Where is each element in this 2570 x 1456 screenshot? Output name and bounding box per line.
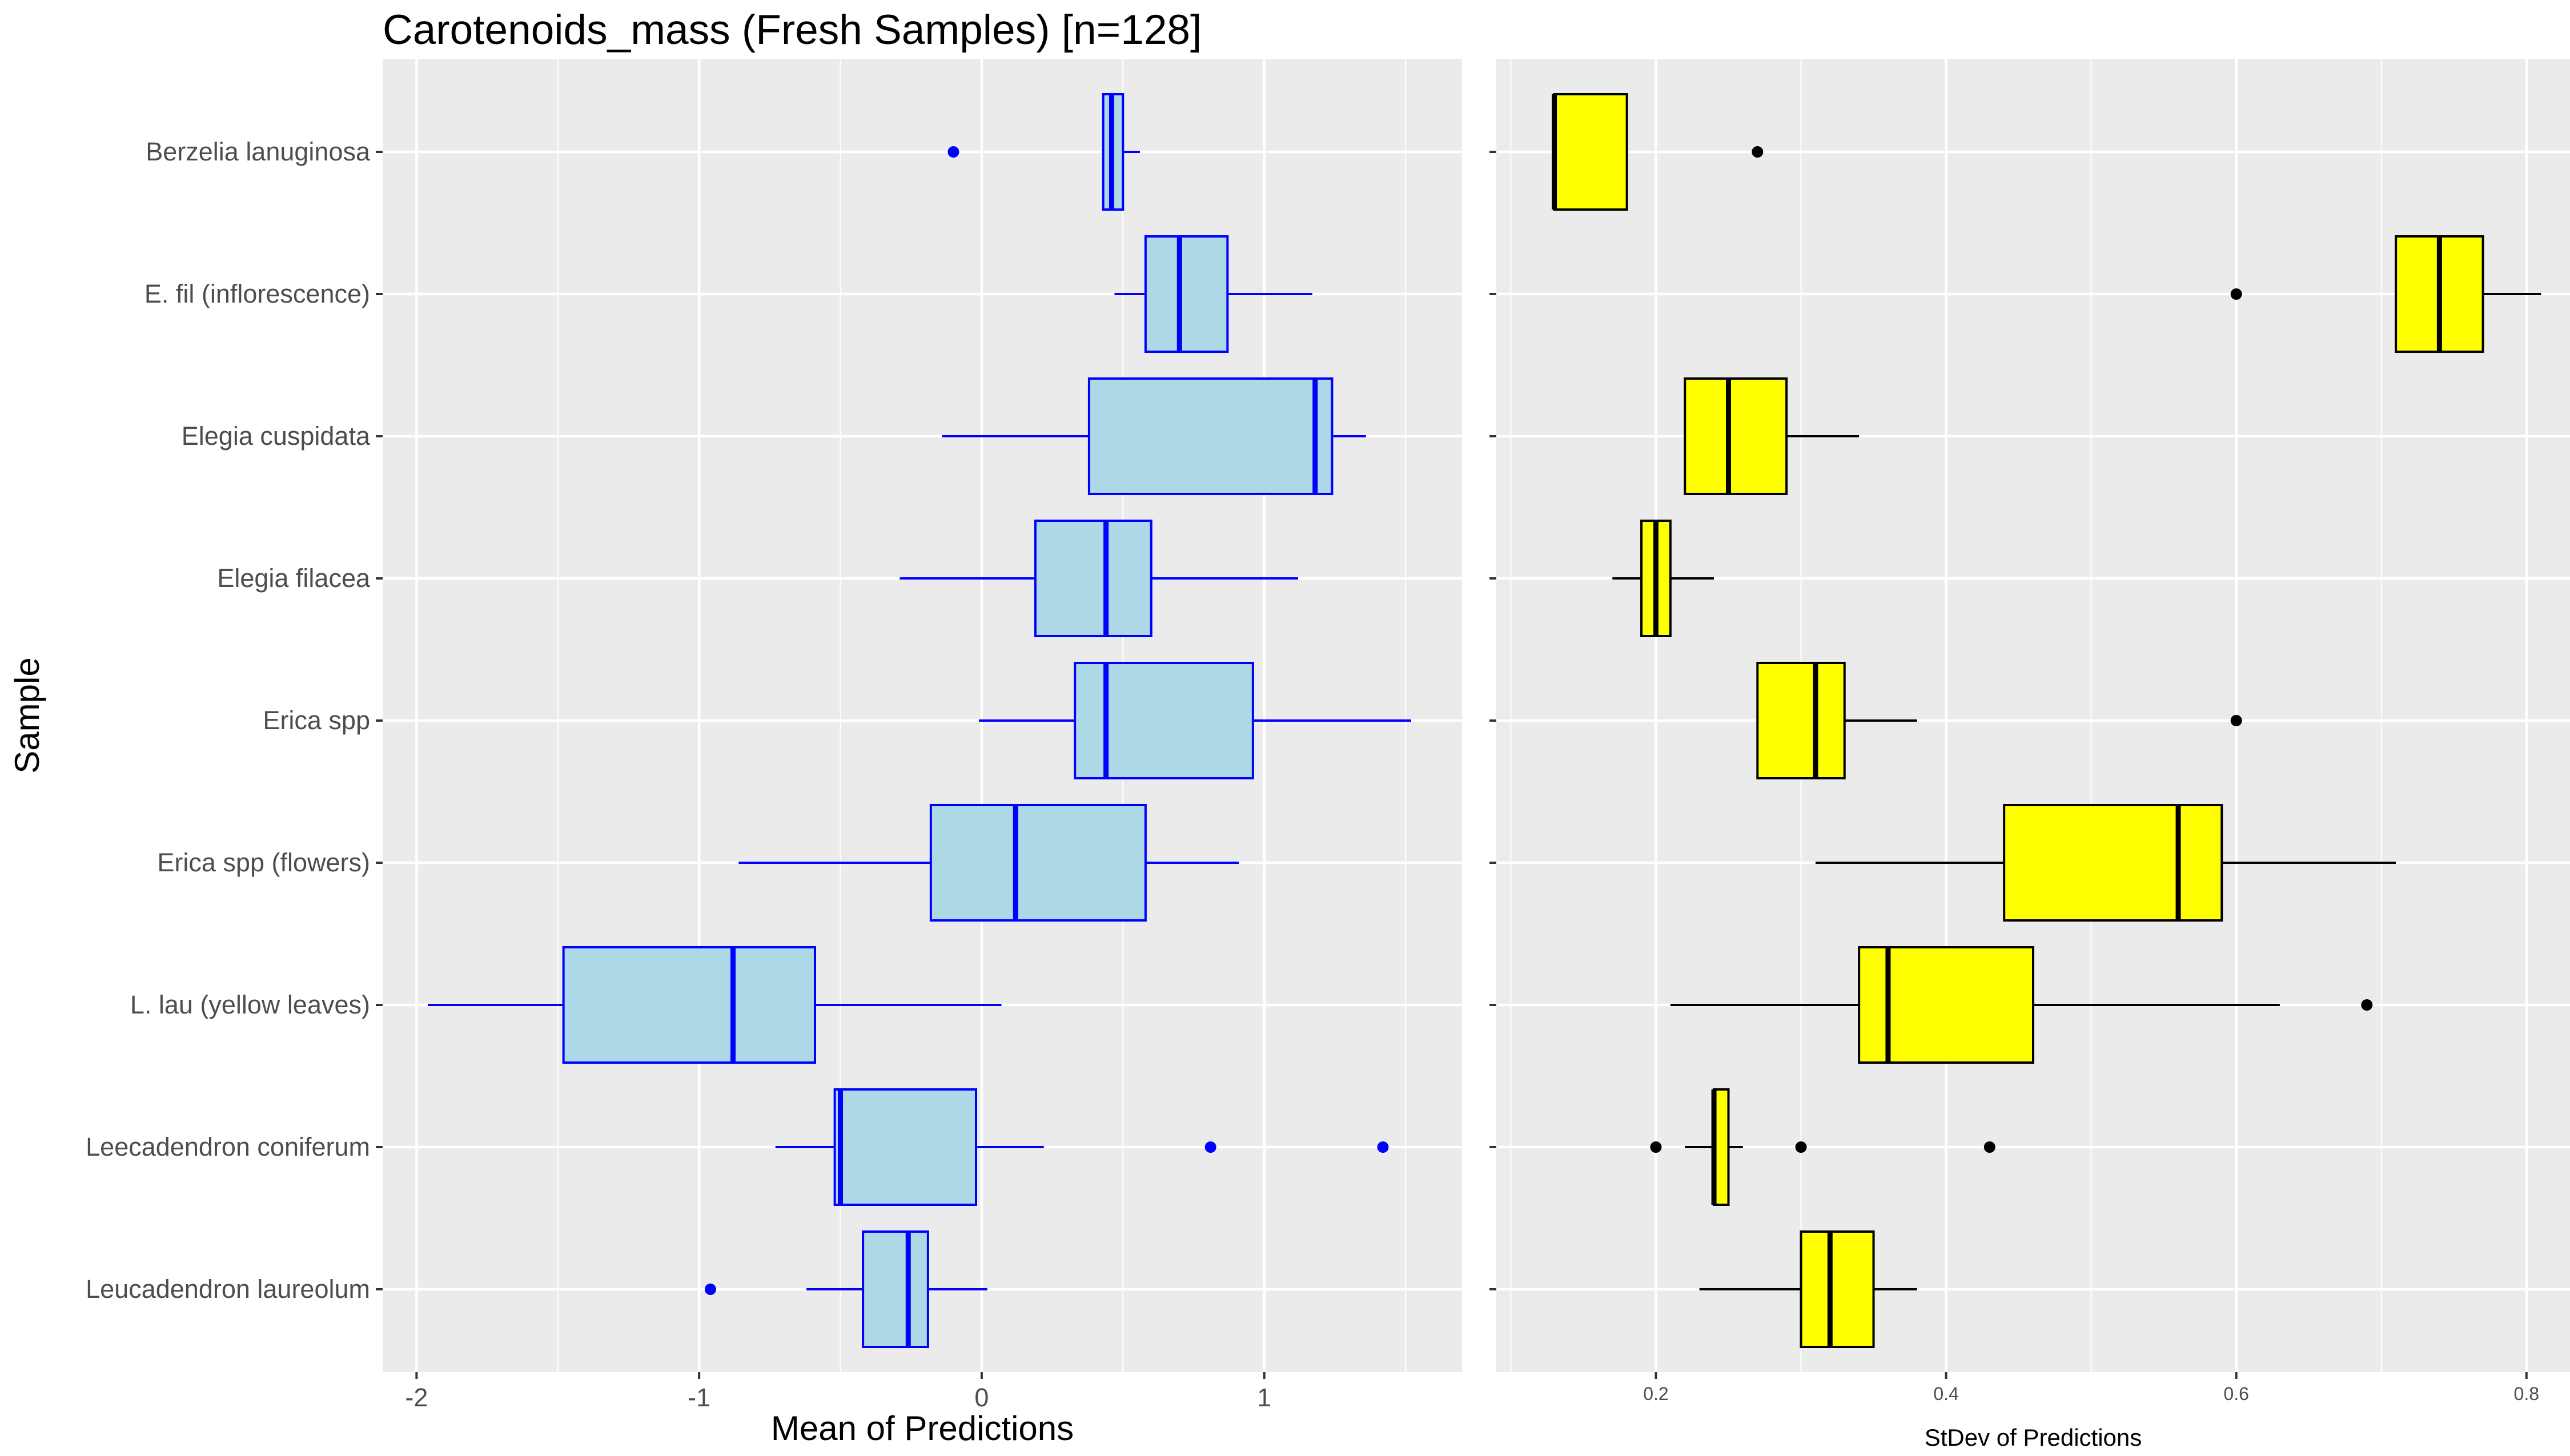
left-panel: Carotenoids_mass (Fresh Samples) [n=128]… — [8, 7, 1462, 1447]
interquartile-box — [1553, 93, 1628, 211]
interquartile-box — [562, 946, 816, 1064]
left-box-6 — [738, 804, 1239, 922]
left-box-2 — [1114, 235, 1312, 353]
right-panel: 0.2 0.4 0.6 0.8 StDev of Predictions — [1489, 59, 2570, 1451]
interquartile-box — [1858, 946, 2035, 1064]
right-box-5 — [1756, 662, 2242, 779]
outlier-point — [1983, 1141, 1995, 1153]
right-box-3 — [1684, 377, 1860, 495]
right-x-tick-label: 0.6 — [2223, 1383, 2248, 1404]
y-tick-label: Berzelia lanuginosa — [146, 137, 371, 166]
outlier-point — [1650, 1141, 1662, 1153]
right-box-2 — [2230, 235, 2541, 353]
right-box-6 — [1815, 804, 2396, 922]
left-box-7 — [428, 946, 1002, 1064]
outlier-point — [1204, 1141, 1216, 1153]
left-x-tick-label: 1 — [1257, 1383, 1271, 1412]
left-box-5 — [978, 662, 1411, 779]
chart-title: Carotenoids_mass (Fresh Samples) [n=128] — [383, 7, 1202, 53]
y-tick-label: Leecadendron coniferum — [86, 1132, 370, 1161]
right-box-1 — [1552, 93, 1764, 211]
interquartile-box — [929, 804, 1147, 922]
left-x-axis-title: Mean of Predictions — [771, 1409, 1074, 1447]
y-tick-label: Erica spp — [263, 706, 370, 735]
right-box-7 — [1670, 946, 2373, 1064]
y-tick-label: Elegia cuspidata — [182, 421, 371, 451]
right-x-axis: 0.2 0.4 0.6 0.8 — [1489, 151, 2539, 1404]
right-x-tick-label: 0.4 — [1933, 1383, 1958, 1404]
right-box-4 — [1612, 520, 1714, 637]
left-box-3 — [942, 377, 1366, 495]
interquartile-box — [2003, 804, 2223, 922]
interquartile-box — [1144, 235, 1229, 353]
y-tick-label: E. fil (inflorescence) — [144, 279, 370, 308]
left-boxplots — [428, 93, 1411, 1348]
left-box-8 — [775, 1088, 1389, 1206]
left-box-4 — [900, 520, 1299, 637]
left-x-tick-label: -1 — [688, 1383, 710, 1412]
left-box-1 — [947, 93, 1140, 211]
right-plot-background — [1496, 59, 2570, 1372]
outlier-point — [2230, 715, 2242, 726]
left-x-tick-label: -2 — [405, 1383, 428, 1412]
interquartile-box — [1756, 662, 1846, 779]
interquartile-box — [1074, 662, 1254, 779]
left-x-axis: -2 -1 0 1 — [376, 151, 1271, 1412]
outlier-point — [1752, 146, 1764, 158]
right-box-8 — [1650, 1088, 1995, 1206]
right-x-tick-label: 0.2 — [1643, 1383, 1668, 1404]
outlier-point — [1377, 1141, 1389, 1153]
outlier-point — [2361, 999, 2373, 1011]
interquartile-box — [862, 1230, 929, 1348]
y-tick-label: L. lau (yellow leaves) — [130, 990, 370, 1019]
right-boxplots — [1552, 93, 2541, 1348]
interquartile-box — [1087, 377, 1334, 495]
outlier-point — [1795, 1141, 1807, 1153]
left-y-axis: Berzelia lanuginosa E. fil (inflorescence… — [86, 137, 371, 1304]
y-tick-label: Elegia filacea — [217, 564, 371, 593]
right-x-tick-label: 0.8 — [2514, 1383, 2539, 1404]
outlier-point — [2230, 288, 2242, 300]
left-y-axis-title: Sample — [8, 657, 46, 773]
outlier-point — [947, 146, 959, 158]
outlier-point — [704, 1284, 716, 1295]
y-tick-label: Leucadendron laureolum — [86, 1274, 370, 1304]
interquartile-box — [1800, 1230, 1875, 1348]
right-x-axis-title: StDev of Predictions — [1925, 1424, 2142, 1451]
interquartile-box — [833, 1088, 978, 1206]
y-tick-label: Erica spp (flowers) — [157, 848, 370, 877]
left-box-9 — [704, 1230, 987, 1348]
interquartile-box — [1684, 377, 1788, 495]
interquartile-box — [1034, 520, 1153, 637]
right-box-9 — [1699, 1230, 1917, 1348]
left-x-tick-label: 0 — [974, 1383, 989, 1412]
